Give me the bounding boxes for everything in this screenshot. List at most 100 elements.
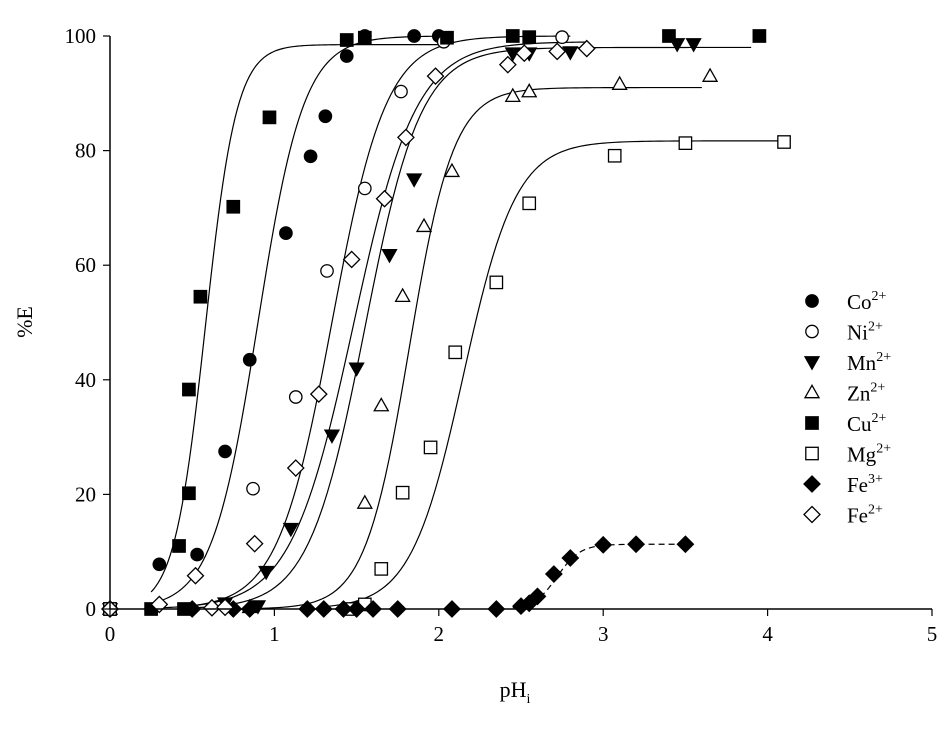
data-point <box>685 38 702 53</box>
data-point <box>489 275 504 290</box>
legend-label: Fe2+ <box>847 503 883 528</box>
data-point <box>544 565 563 583</box>
data-point <box>448 345 463 360</box>
series-mn-2plus <box>101 38 702 618</box>
legend-marker <box>803 356 821 371</box>
data-point <box>152 557 167 572</box>
legend-label: Co2+ <box>847 289 887 314</box>
legend-item: Mn2+ <box>803 350 891 375</box>
data-point <box>374 562 389 576</box>
data-point <box>423 440 438 455</box>
data-point <box>504 87 521 103</box>
legend-label: Mg2+ <box>847 442 891 467</box>
data-point <box>282 522 299 538</box>
data-point <box>611 75 628 90</box>
data-point <box>172 539 186 553</box>
y-tick-label: 40 <box>75 368 96 392</box>
data-point <box>676 535 695 554</box>
x-tick-label: 4 <box>762 622 773 646</box>
data-point <box>562 46 579 61</box>
data-point <box>190 547 204 562</box>
data-point <box>226 199 241 214</box>
legend-label: Zn2+ <box>847 381 885 406</box>
legend-label: Fe3+ <box>847 472 883 497</box>
data-point <box>309 385 328 404</box>
tick-labels: 0 1 2 3 4 5 0 20 40 60 80 100 <box>65 24 938 646</box>
data-point <box>381 249 398 264</box>
legend-marker <box>805 294 819 308</box>
data-point <box>701 67 719 82</box>
data-point <box>577 39 596 58</box>
data-point <box>522 30 537 44</box>
legend-marker <box>803 383 821 399</box>
legend-marker <box>803 475 821 493</box>
data-point <box>394 84 408 99</box>
fit-curve-ni-2plus <box>192 35 571 607</box>
legend-item: Ni2+ <box>805 320 883 345</box>
x-tick-label: 5 <box>927 622 938 646</box>
data-point <box>242 352 257 367</box>
series-cu-2plus <box>103 29 767 616</box>
data-point <box>286 459 305 477</box>
data-point <box>594 535 613 554</box>
data-point <box>357 30 372 45</box>
data-point <box>415 217 433 233</box>
data-point <box>548 42 567 61</box>
data-point <box>218 444 232 459</box>
data-point <box>318 109 333 124</box>
legend-label: Mn2+ <box>847 350 891 375</box>
data-point <box>515 44 534 63</box>
data-point <box>342 250 361 269</box>
data-point <box>607 148 622 163</box>
data-point <box>186 566 205 585</box>
data-point <box>348 362 365 377</box>
legend-item: Fe2+ <box>803 503 883 528</box>
legend-item: Fe3+ <box>803 472 883 497</box>
data-point <box>752 29 767 43</box>
fit-curve-cu-2plus <box>150 44 439 593</box>
legend: Co2+ Ni2+ Mn2+ Zn2+ Cu2+ Mg2+ Fe3+ Fe2+ <box>803 289 891 528</box>
data-point <box>407 29 421 43</box>
data-point <box>498 55 517 74</box>
legend-item: Mg2+ <box>805 442 891 467</box>
x-tick-label: 3 <box>598 622 609 646</box>
data-point <box>777 135 791 149</box>
data-point <box>193 289 208 304</box>
data-point <box>339 49 354 63</box>
data-point <box>504 47 521 62</box>
data-point <box>521 83 538 98</box>
data-point <box>662 29 676 43</box>
legend-marker <box>805 416 819 430</box>
data-point <box>426 67 445 86</box>
x-axis-label: pHi <box>500 677 531 707</box>
x-tick-label: 0 <box>105 622 116 646</box>
legend-marker <box>805 324 819 339</box>
legend-marker <box>803 505 821 524</box>
data-point <box>357 181 372 196</box>
data-point <box>323 429 341 444</box>
data-point <box>522 196 537 211</box>
y-tick-label: 20 <box>75 482 96 506</box>
data-point <box>182 382 196 397</box>
y-tick-label: 80 <box>75 139 96 163</box>
legend-item: Co2+ <box>805 289 887 314</box>
data-point <box>397 128 415 147</box>
legend-item: Zn2+ <box>803 381 885 406</box>
legend-label: Cu2+ <box>847 411 887 436</box>
data-point <box>406 173 423 188</box>
y-tick-label: 100 <box>65 24 97 48</box>
data-point <box>627 535 645 554</box>
fit-curve-co-2plus <box>159 35 439 602</box>
data-point <box>395 485 410 500</box>
data-point <box>258 565 275 581</box>
data-point <box>394 287 411 302</box>
fit-curve-mg-2plus <box>323 140 785 608</box>
data-point <box>279 226 293 240</box>
data-point <box>288 390 303 404</box>
data-point <box>443 162 461 178</box>
data-point <box>505 29 520 43</box>
data-point <box>262 110 277 125</box>
data-point <box>561 549 580 567</box>
y-tick-label: 0 <box>86 597 97 621</box>
data-point <box>440 30 454 45</box>
